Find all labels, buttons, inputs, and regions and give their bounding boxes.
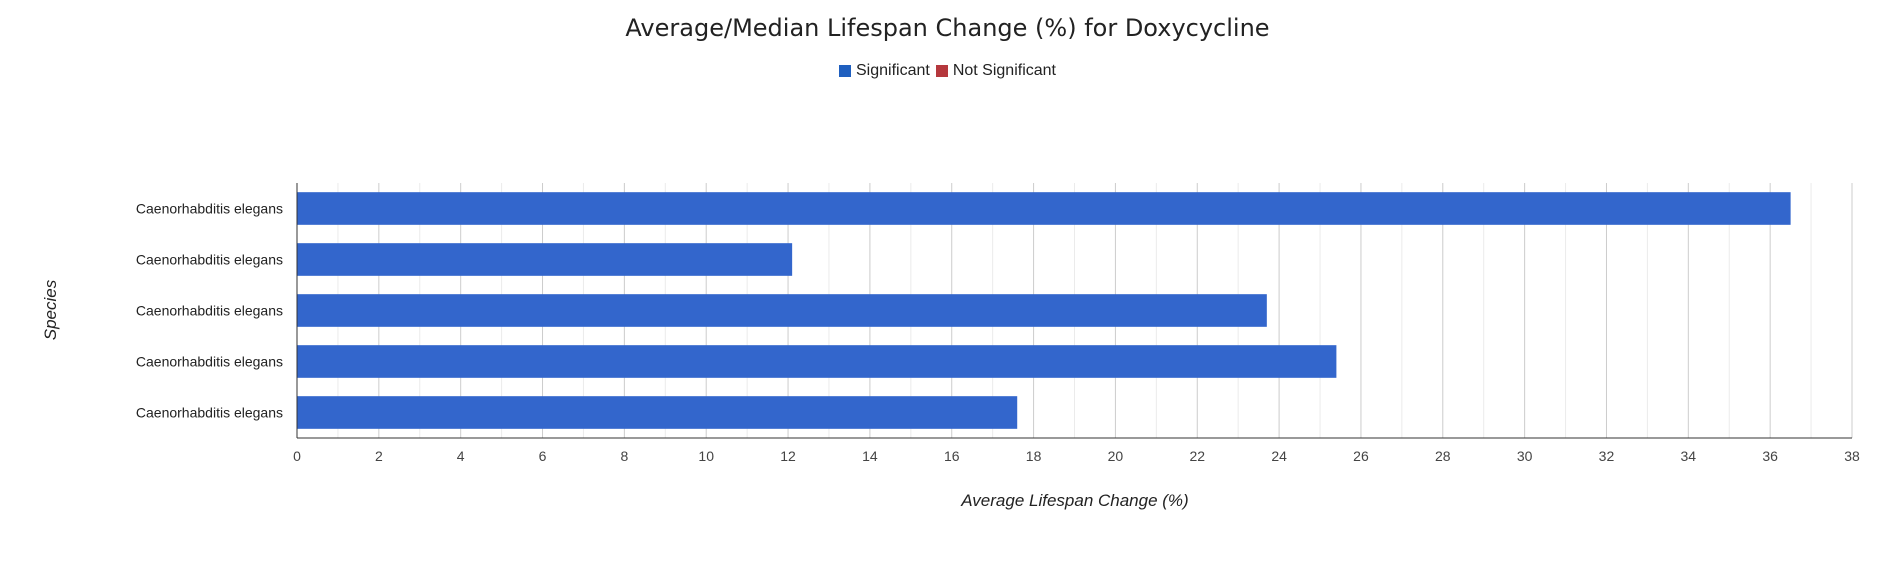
legend-item-not-significant[interactable]: Not Significant	[935, 62, 1056, 80]
legend: Significant Not Significant	[0, 62, 1895, 80]
y-category-label: Caenorhabditis elegans	[136, 201, 283, 217]
x-tick-label: 22	[1189, 448, 1205, 464]
bar	[297, 396, 1018, 429]
legend-label-not-significant: Not Significant	[952, 62, 1056, 79]
y-axis-title: Species	[41, 279, 60, 340]
x-tick-label: 34	[1681, 448, 1697, 464]
x-tick-label: 2	[375, 448, 383, 464]
x-tick-label: 6	[539, 448, 547, 464]
x-tick-label: 38	[1844, 448, 1860, 464]
x-tick-label: 12	[780, 448, 796, 464]
x-tick-label: 4	[457, 448, 465, 464]
y-category-label: Caenorhabditis elegans	[136, 303, 283, 319]
bar	[297, 345, 1337, 378]
bar	[297, 243, 793, 276]
x-tick-label: 28	[1435, 448, 1451, 464]
x-tick-label: 10	[698, 448, 714, 464]
x-tick-label: 36	[1762, 448, 1778, 464]
x-tick-label: 26	[1353, 448, 1369, 464]
bar	[297, 294, 1267, 327]
legend-item-significant[interactable]: Significant	[839, 62, 930, 80]
legend-swatch-significant	[839, 65, 851, 77]
x-tick-label: 14	[862, 448, 878, 464]
x-tick-label: 24	[1271, 448, 1287, 464]
x-tick-label: 16	[944, 448, 960, 464]
x-tick-label: 32	[1599, 448, 1615, 464]
x-axis-title: Average Lifespan Change (%)	[960, 491, 1188, 510]
legend-label-significant: Significant	[856, 62, 930, 79]
x-tick-label: 18	[1026, 448, 1042, 464]
y-category-label: Caenorhabditis elegans	[136, 405, 283, 421]
y-category-label: Caenorhabditis elegans	[136, 252, 283, 268]
x-tick-label: 0	[293, 448, 301, 464]
x-tick-label: 8	[620, 448, 628, 464]
legend-swatch-not-significant	[935, 65, 948, 77]
x-tick-label: 20	[1108, 448, 1124, 464]
y-category-label: Caenorhabditis elegans	[136, 354, 283, 370]
bar	[297, 192, 1791, 225]
x-tick-label: 30	[1517, 448, 1533, 464]
chart-title: Average/Median Lifespan Change (%) for D…	[625, 14, 1270, 42]
